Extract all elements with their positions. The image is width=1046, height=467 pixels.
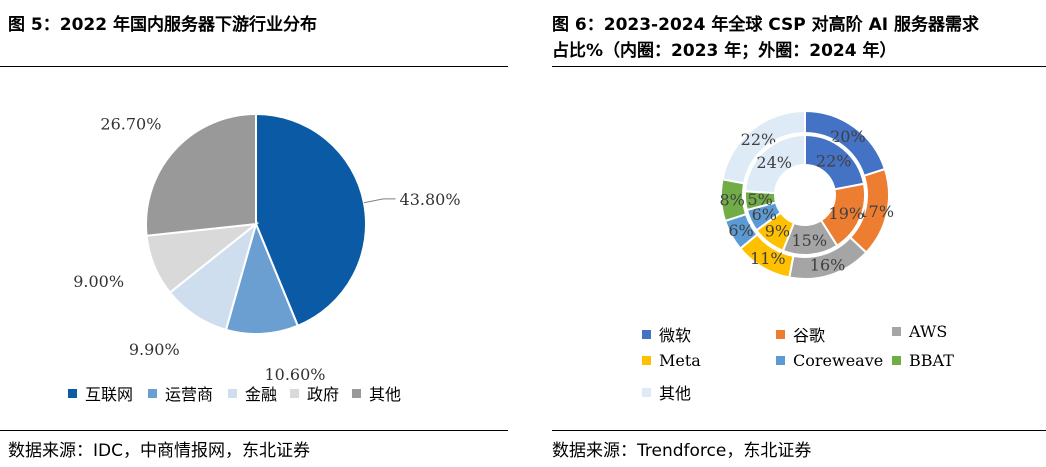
- pie-data-label-5: 26.70%: [100, 115, 161, 134]
- donut-outer-label-3: 16%: [810, 255, 846, 274]
- legend-swatch: [290, 388, 299, 398]
- donut-legend-item-item-7: 其他: [642, 380, 691, 404]
- title-rule-right: [552, 66, 1046, 67]
- donut-legend-item-coreweave: Coreweave: [776, 351, 883, 370]
- source-note-left: 数据来源：IDC，中商情报网，东北证券: [8, 441, 310, 461]
- legend-label: AWS: [909, 322, 948, 341]
- legend-swatch: [148, 388, 157, 398]
- legend-label: 谷歌: [793, 326, 826, 345]
- legend-label: 互联网: [85, 385, 134, 404]
- legend-label: 金融: [245, 385, 278, 404]
- donut-inner-segment-7: [744, 133, 806, 195]
- donut-legend-item-bbat: BBAT: [892, 351, 954, 370]
- pie-legend-item-2: 运营商: [148, 381, 213, 405]
- legend-label: 其他: [659, 384, 692, 403]
- legend-label: 运营商: [165, 385, 214, 404]
- donut-outer-label-6: 8%: [719, 191, 744, 210]
- pie-chart: 43.80% 10.60% 9.90% 9.00% 26.70%: [73, 112, 461, 384]
- donut-inner-label-6: 5%: [748, 190, 773, 209]
- legend-label: 其他: [369, 385, 402, 404]
- donut-inner-label-4: 9%: [765, 222, 790, 241]
- pie-data-label-3: 9.90%: [129, 340, 180, 359]
- pie-legend-item-4: 政府: [290, 381, 339, 405]
- pie-legend-item-1: 互联网: [68, 381, 133, 405]
- legend-swatch: [228, 388, 237, 398]
- chart-title-right-line2: 占比%（内圈：2023 年；外圈：2024 年）: [552, 41, 897, 61]
- donut-inner-label-1: 22%: [816, 151, 852, 170]
- legend-label: BBAT: [909, 351, 954, 370]
- pie-slice-2: [224, 220, 300, 335]
- chart-title-right: 图 6：2023-2024 年全球 CSP 对高阶 AI 服务器需求 占比%（内…: [552, 12, 979, 64]
- legend-label: Meta: [659, 351, 701, 370]
- donut-inner-label-3: 15%: [791, 231, 827, 250]
- donut-legend-item-item-1: 微软: [642, 322, 691, 346]
- donut-outer-label-4: 11%: [750, 249, 786, 268]
- pie-data-label-1: 43.80%: [400, 190, 461, 209]
- chart-title-right-line1: 图 6：2023-2024 年全球 CSP 对高阶 AI 服务器需求: [552, 15, 979, 35]
- donut-legend-item-aws: AWS: [892, 322, 947, 341]
- source-rule-left: [0, 430, 508, 431]
- legend-swatch: [352, 388, 361, 398]
- donut-outer-label-5: 6%: [728, 221, 753, 240]
- title-rule-left: [0, 66, 508, 67]
- pie-leader-line-1: [363, 198, 396, 204]
- legend-swatch: [642, 387, 651, 397]
- chart-panel-left: 图 5：2022 年国内服务器下游行业分布 43.80% 10.60% 9.90% 9…: [0, 0, 510, 467]
- pie-legend-item-3: 金融: [228, 381, 277, 405]
- donut-outer-label-7: 22%: [741, 130, 777, 149]
- chart-panel-right: 图 6：2023-2024 年全球 CSP 对高阶 AI 服务器需求 占比%（内…: [552, 0, 1046, 467]
- pie-legend-item-5: 其他: [352, 381, 401, 405]
- donut-inner-label-7: 24%: [756, 153, 792, 172]
- pie-slice-5: [145, 112, 257, 237]
- source-note-right: 数据来源：Trendforce，东北证券: [552, 441, 812, 461]
- legend-swatch: [776, 356, 785, 365]
- legend-label: 微软: [659, 326, 692, 345]
- donut-legend-item-meta: Meta: [642, 351, 701, 370]
- legend-label: Coreweave: [793, 351, 884, 370]
- donut-legend-item-item-2: 谷歌: [776, 322, 825, 346]
- source-rule-right: [552, 430, 1046, 431]
- donut-inner-label-5: 6%: [752, 205, 777, 224]
- legend-swatch: [892, 356, 901, 365]
- legend-swatch: [892, 327, 901, 336]
- pie-data-label-2: 10.60%: [264, 365, 325, 384]
- legend-swatch: [642, 329, 651, 339]
- donut-outer-label-2: 17%: [858, 202, 894, 221]
- chart-title-left: 图 5：2022 年国内服务器下游行业分布: [8, 15, 317, 35]
- donut-outer-label-1: 20%: [830, 127, 866, 146]
- legend-swatch: [68, 388, 77, 398]
- legend-swatch: [642, 356, 651, 365]
- pie-data-label-4: 9.00%: [73, 272, 124, 291]
- donut-outer-segment-7: [721, 109, 806, 185]
- donut-chart: 20%17%16%11%6%8%22%22%19%15%9%6%5%24%: [719, 109, 894, 280]
- pie-slice-1: [255, 112, 367, 328]
- legend-label: 政府: [307, 385, 340, 404]
- donut-inner-label-2: 19%: [829, 204, 865, 223]
- legend-swatch: [776, 329, 785, 339]
